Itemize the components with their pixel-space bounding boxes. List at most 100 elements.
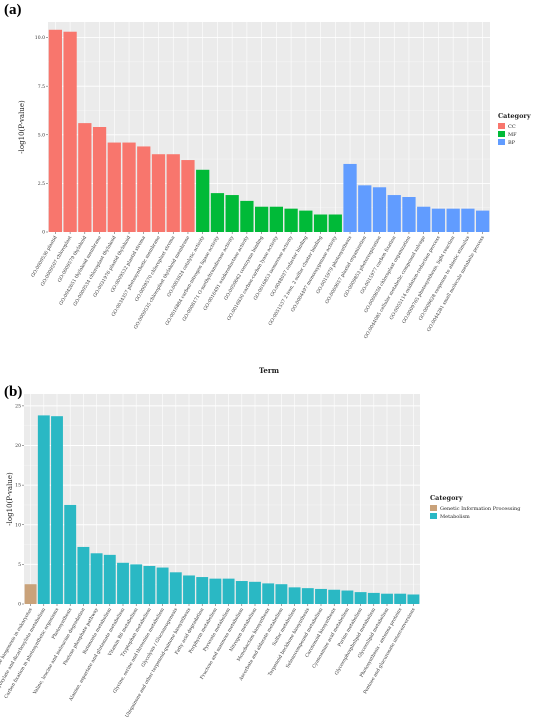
bar — [255, 206, 269, 232]
bar — [313, 214, 328, 232]
legend-title: Category — [430, 494, 463, 502]
bar — [372, 187, 387, 232]
panel-b-label: (b) — [4, 384, 23, 400]
bar — [301, 588, 314, 604]
legend-entry: BP — [508, 140, 516, 146]
plot-background — [24, 394, 420, 604]
bar — [151, 154, 166, 232]
bar — [130, 564, 143, 604]
y-tick-label: 5 — [18, 562, 21, 568]
bar — [90, 553, 103, 604]
bar — [328, 214, 342, 232]
y-tick-label: 25 — [15, 403, 21, 409]
legend-entry: Genetic Information Processing — [440, 506, 521, 512]
bar — [107, 142, 121, 232]
bar — [143, 565, 156, 604]
bar — [446, 208, 460, 232]
bar — [92, 127, 107, 232]
x-tick-label: Ribosome biogenesis in eukaryotes — [0, 606, 34, 681]
bar — [315, 588, 327, 604]
bar — [181, 160, 195, 232]
x-tick-label: GO:0016884 carbon-nitrogen ligase activi… — [164, 235, 221, 327]
bar — [209, 578, 222, 604]
bar — [235, 581, 248, 604]
bar — [354, 592, 367, 604]
bar — [210, 193, 225, 232]
x-axis-label: Term — [259, 366, 280, 375]
legend-entry: CC — [508, 124, 516, 130]
bar — [222, 578, 235, 604]
bar — [117, 562, 129, 604]
bar — [288, 587, 301, 604]
bar — [225, 195, 239, 232]
bar — [407, 594, 420, 604]
bar — [341, 590, 354, 604]
bar — [103, 554, 116, 604]
bar — [249, 581, 261, 604]
bar — [169, 572, 182, 604]
y-tick-label: 10 — [15, 522, 21, 528]
bar — [122, 142, 136, 232]
bar — [78, 123, 92, 232]
bar — [196, 169, 210, 232]
legend-swatch — [498, 131, 505, 137]
legend-swatch — [430, 513, 437, 519]
bar — [387, 195, 401, 232]
bar — [48, 29, 62, 233]
x-tick-label: GO:0051537 2 iron, 2 sulfur cluster bind… — [267, 235, 323, 327]
x-tick-label: GO:0009536 plastid — [30, 235, 59, 278]
legend-swatch — [498, 139, 505, 145]
x-tick-label: Carbon fixation in photosynthetic organi… — [3, 606, 60, 699]
legend-entry: Metabolism — [440, 514, 470, 520]
x-tick-label: GO:0009579 thylakoid — [57, 235, 88, 283]
bar — [24, 584, 37, 604]
bar — [358, 185, 372, 232]
legend-swatch — [430, 505, 437, 511]
legend-swatch — [498, 123, 505, 129]
y-tick-label: 0 — [42, 230, 45, 236]
bar — [64, 504, 77, 604]
y-tick-label: 10.0 — [35, 35, 45, 41]
y-tick-label: 7.5 — [38, 84, 45, 90]
y-tick-label: 20 — [15, 443, 21, 449]
bar — [166, 154, 180, 232]
bar — [262, 583, 275, 604]
x-tick-label: Purine metabolism — [337, 606, 364, 648]
x-tick-label: Sulfur metabolism — [271, 606, 298, 647]
y-axis-label: -log10(P-value) — [6, 472, 14, 526]
bar — [381, 593, 393, 604]
bar — [183, 575, 195, 604]
bar — [63, 31, 77, 232]
legend-title: Category — [498, 112, 531, 120]
bar — [343, 163, 357, 232]
chart-a: 02.55.07.510.0GO:0009536 plastidGO:00095… — [18, 22, 531, 375]
bar — [394, 593, 407, 604]
y-tick-label: 0 — [18, 602, 21, 608]
y-tick-label: 2.5 — [38, 181, 45, 187]
bar — [196, 577, 209, 604]
bar — [269, 206, 283, 232]
bar — [156, 567, 169, 604]
panel-a-label: (a) — [4, 2, 22, 18]
y-axis-label: -log10(P-value) — [18, 100, 26, 154]
bar — [275, 584, 288, 604]
bar — [367, 592, 380, 604]
y-tick-label: 5.0 — [38, 132, 45, 138]
bar — [476, 210, 490, 232]
legend-entry: MF — [508, 132, 517, 138]
bar — [51, 416, 63, 604]
bar — [284, 208, 298, 232]
bar — [37, 415, 50, 604]
bar — [402, 197, 416, 232]
bar — [299, 210, 313, 232]
bar — [240, 200, 254, 232]
bar — [431, 208, 446, 232]
bar — [77, 546, 90, 604]
bar — [328, 589, 341, 604]
bar — [461, 208, 475, 232]
y-tick-label: 15 — [15, 483, 21, 489]
chart-b: 0 5 10 15 20 25 Ribosome biogenesis in eukaryo… — [0, 394, 521, 719]
bar — [417, 206, 431, 232]
x-tick-label: GO:0009535 chloroplast thylakoid membran… — [133, 235, 192, 330]
bar — [137, 146, 151, 232]
